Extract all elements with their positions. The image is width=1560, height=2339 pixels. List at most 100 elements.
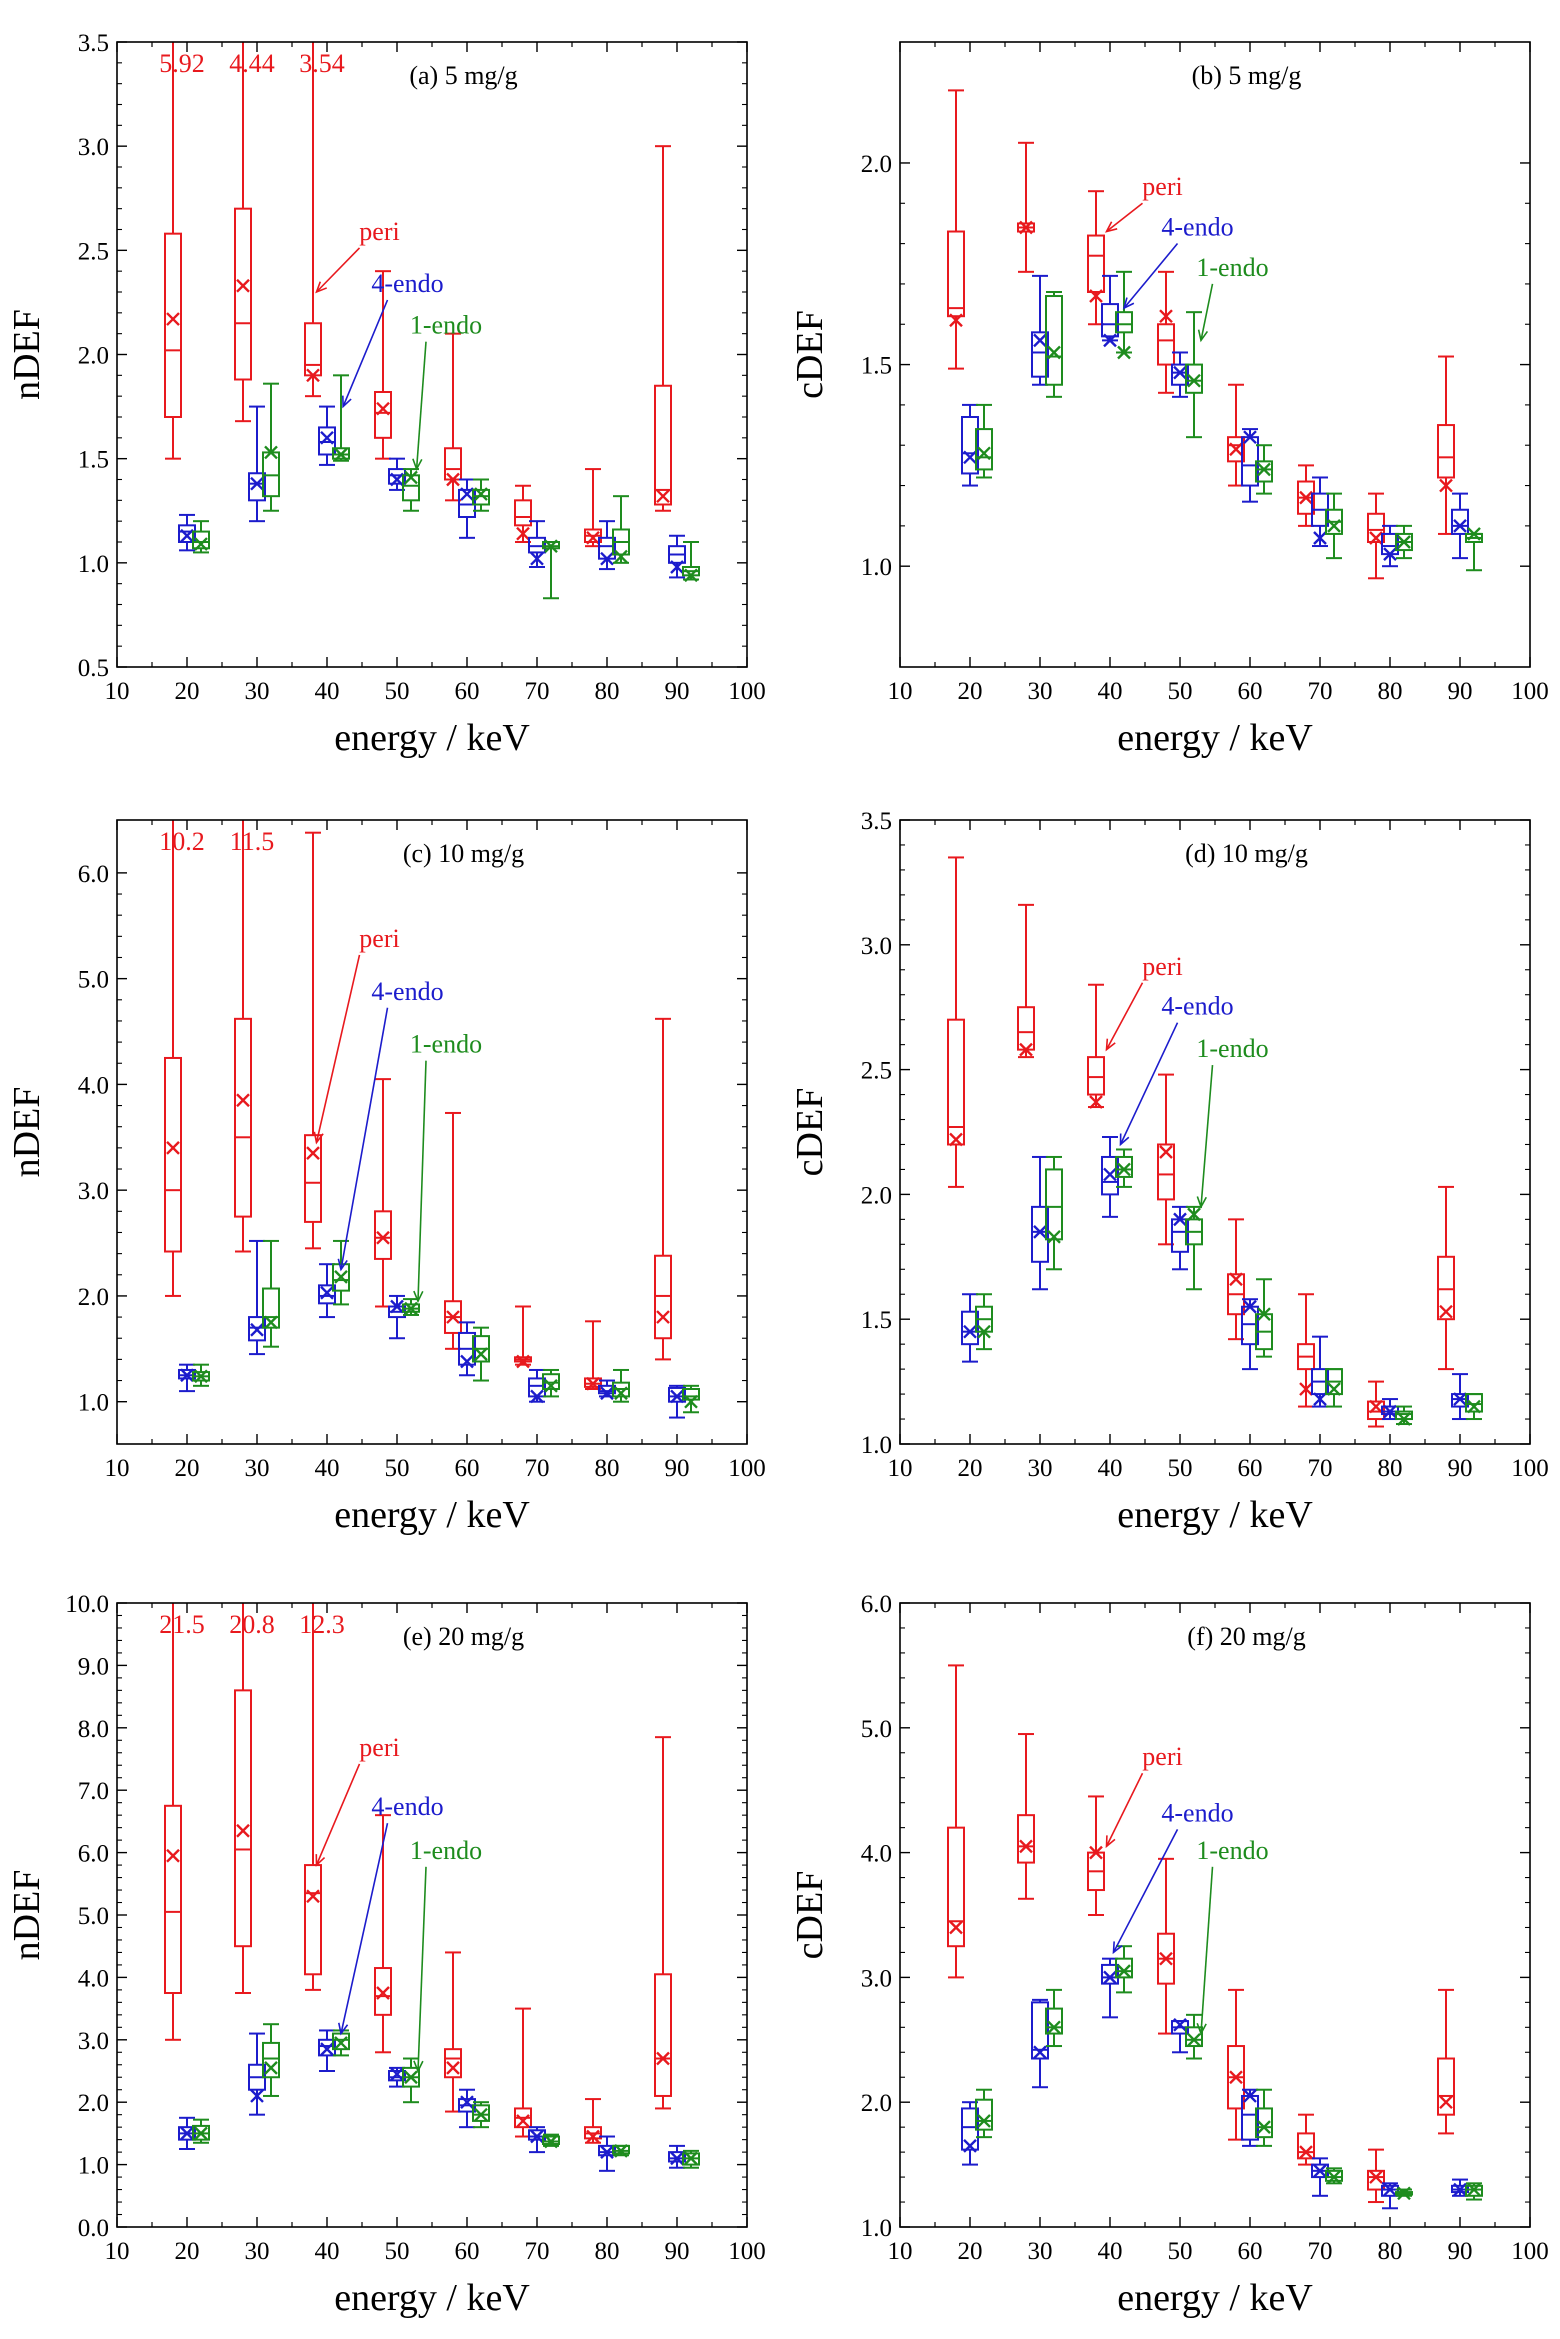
box-iqr — [1157, 323, 1175, 366]
mean-marker — [334, 1270, 348, 1284]
box-iqr — [234, 1689, 252, 1948]
box-iqr — [1115, 311, 1133, 334]
x-tick-label: 30 — [245, 678, 270, 705]
annotation-arrow — [1112, 1829, 1179, 1953]
x-tick-label: 100 — [1511, 678, 1549, 705]
annotation-arrow — [342, 299, 389, 407]
box-peri-88 — [1437, 355, 1455, 535]
box-peri-48 — [374, 1814, 392, 2054]
arrow-head — [315, 1854, 326, 1867]
box-peri-58 — [1227, 383, 1245, 487]
mean-marker — [516, 1354, 530, 1369]
mean-marker — [404, 1301, 418, 1316]
box-peri-38 — [304, 831, 322, 1250]
annotation-arrow — [1200, 1065, 1214, 1207]
mean-marker — [530, 2129, 544, 2144]
box-4-endo-90 — [1451, 1373, 1469, 1421]
mean-marker — [1047, 345, 1061, 360]
arrow-head — [1122, 297, 1135, 310]
mean-marker — [1173, 2017, 1187, 2032]
plot-frame — [899, 1602, 1531, 2228]
box-iqr — [472, 2104, 490, 2122]
arrow-head — [342, 395, 352, 409]
x-tick-label: 10 — [888, 1455, 913, 1482]
x-tick-label: 20 — [958, 1455, 983, 1482]
box-iqr — [1255, 2107, 1273, 2139]
mean-marker — [656, 489, 670, 504]
mean-marker — [306, 1146, 320, 1160]
x-tick-label: 10 — [888, 678, 913, 705]
box-iqr — [1325, 2169, 1343, 2182]
box-iqr — [374, 1967, 392, 2016]
box-4-endo-70 — [528, 1368, 546, 1404]
annotation-arrow — [1123, 243, 1179, 309]
box-1-endo-32 — [1045, 1155, 1063, 1271]
box-1-endo-32 — [262, 1239, 280, 1348]
y-tick-label: 2.0 — [861, 2090, 892, 2117]
series-4-endo — [961, 1135, 1469, 1421]
series-4-endo — [961, 274, 1469, 568]
y-axis-label: nDEF — [6, 309, 48, 400]
x-tick-label: 90 — [1448, 678, 1473, 705]
box-4-endo-20 — [961, 403, 979, 487]
mean-marker — [236, 1823, 250, 1838]
panel-b: peri 4-endo 1-endo 10 20 30 40 50 60 70 80 90 100 1.0… — [789, 41, 1549, 759]
mean-marker — [1369, 531, 1383, 545]
annotation-arrow — [415, 341, 427, 470]
box-iqr — [1045, 1168, 1063, 1241]
box-1-endo-52 — [1185, 2013, 1203, 2060]
mean-marker — [1117, 1964, 1131, 1979]
x-tick-label: 80 — [1378, 1455, 1403, 1482]
annotation-peri: peri — [359, 1733, 399, 1762]
arrow-head — [315, 281, 328, 294]
box-1-endo-62 — [1255, 444, 1273, 495]
box-iqr — [1045, 2007, 1063, 2035]
mean-marker — [656, 1310, 670, 1324]
mean-marker — [390, 472, 404, 487]
mean-marker — [1159, 1145, 1173, 1159]
mean-marker — [1467, 1399, 1481, 1414]
x-tick-label: 80 — [595, 2238, 620, 2265]
series-peri — [947, 856, 1455, 1428]
box-4-endo-90 — [668, 1384, 686, 1419]
mean-marker — [236, 278, 250, 293]
mean-marker — [586, 530, 600, 545]
box-peri-38 — [304, 1603, 322, 1991]
x-tick-label: 90 — [665, 1455, 690, 1482]
annotation-arrow — [1106, 202, 1143, 233]
box-peri-18 — [164, 820, 182, 1297]
box-peri-88 — [654, 1017, 672, 1361]
y-tick-label: 1.5 — [861, 1307, 892, 1334]
mean-marker — [460, 2095, 474, 2110]
box-peri-68 — [514, 484, 532, 543]
box-iqr — [1185, 2026, 1203, 2048]
mean-marker — [446, 2061, 460, 2075]
x-tick-label: 90 — [665, 678, 690, 705]
mean-marker — [1257, 1307, 1271, 1322]
y-tick-label: 2.0 — [861, 1182, 892, 1209]
annotation-arrow — [315, 247, 361, 293]
series-4-endo — [178, 1239, 686, 1419]
box-iqr — [1367, 1400, 1385, 1421]
box-iqr — [961, 1310, 979, 1346]
mean-marker — [376, 401, 390, 416]
panel-title: (c) 10 mg/g — [403, 839, 524, 868]
mean-marker — [474, 487, 488, 501]
mean-marker — [1089, 1095, 1103, 1109]
box-iqr — [1045, 295, 1063, 386]
annotation-1-endo: 1-endo — [410, 1030, 482, 1059]
box-iqr — [318, 426, 336, 456]
annotation-arrow — [417, 1866, 427, 2072]
mean-marker — [250, 476, 264, 491]
mean-marker — [306, 368, 320, 383]
y-tick-label: 4.0 — [78, 1072, 109, 1099]
box-iqr — [1031, 1205, 1049, 1263]
x-tick-label: 20 — [958, 2238, 983, 2265]
box-iqr — [458, 488, 476, 518]
box-iqr — [178, 1368, 196, 1380]
mean-marker — [264, 445, 278, 460]
mean-marker — [1369, 1399, 1383, 1414]
box-1-endo-92 — [682, 1384, 700, 1414]
box-1-endo-82 — [1395, 2186, 1413, 2201]
y-tick-label: 1.0 — [78, 551, 109, 578]
